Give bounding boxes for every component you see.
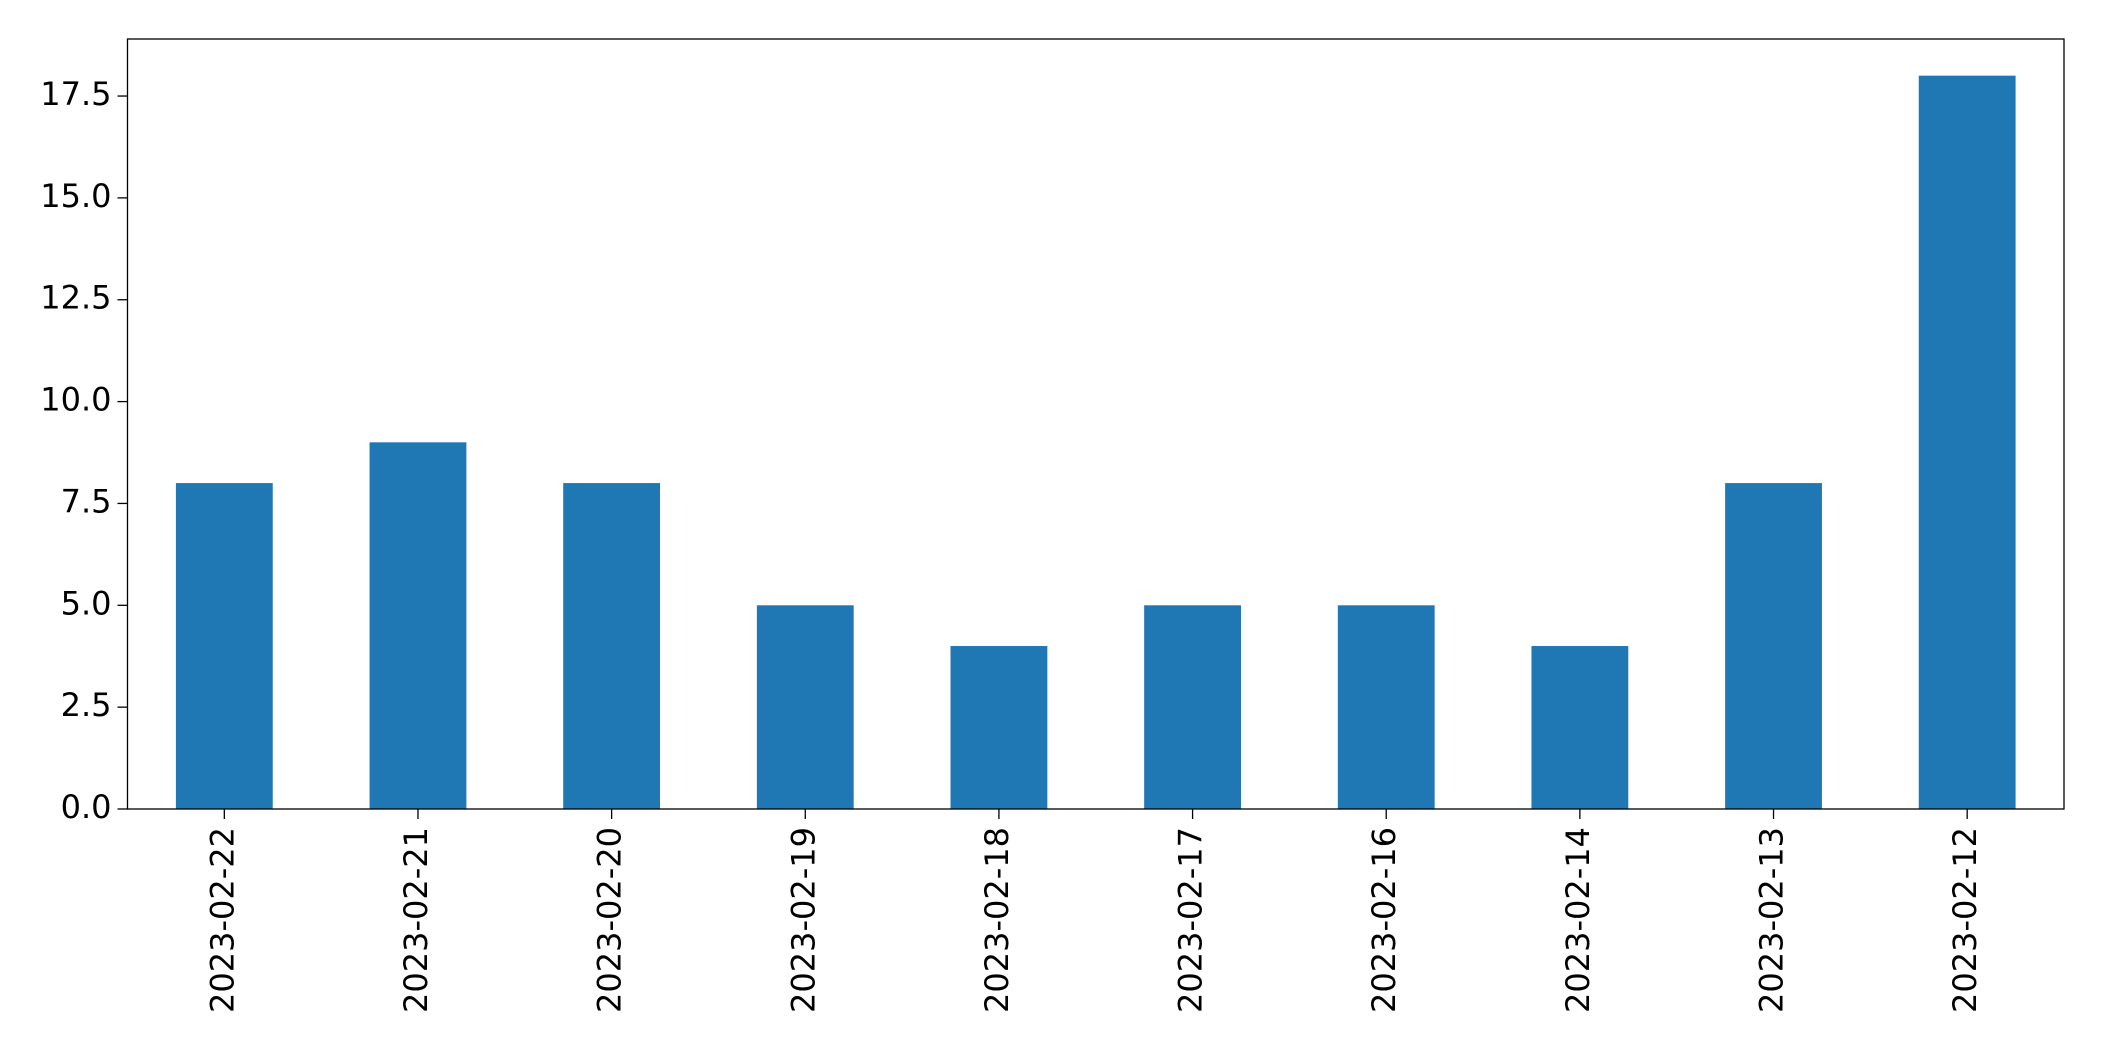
x-tick-label: 2023-02-16 <box>1365 827 1403 1013</box>
bar <box>369 442 467 809</box>
y-tick-label: 5.0 <box>61 584 112 622</box>
x-tick-label: 2023-02-17 <box>1172 827 1210 1013</box>
y-tick-label: 7.5 <box>61 482 112 520</box>
x-tick-label: 2023-02-22 <box>203 827 241 1013</box>
y-tick-label: 10.0 <box>40 381 111 419</box>
plot-frame <box>126 38 2065 810</box>
y-tick-label: 17.5 <box>40 75 111 113</box>
y-tick-label: 2.5 <box>61 686 112 724</box>
x-tick-label: 2023-02-12 <box>1946 827 1984 1013</box>
bar <box>1531 646 1629 809</box>
x-tick-label: 2023-02-18 <box>978 827 1016 1013</box>
y-tick-label: 12.5 <box>40 279 111 317</box>
bar <box>175 483 273 809</box>
x-tick-label: 2023-02-20 <box>591 827 629 1013</box>
bar <box>1918 75 2016 809</box>
bar <box>756 605 854 809</box>
bar <box>950 646 1048 809</box>
bar <box>1144 605 1241 809</box>
bar <box>1725 483 1822 809</box>
bar <box>563 483 661 809</box>
x-tick-label: 2023-02-13 <box>1753 827 1791 1013</box>
y-tick-label: 0.0 <box>61 788 112 826</box>
x-tick-label: 2023-02-14 <box>1559 827 1597 1013</box>
x-tick-label: 2023-02-19 <box>784 827 822 1013</box>
bar <box>1337 605 1435 809</box>
x-tick-label: 2023-02-21 <box>397 827 435 1013</box>
y-tick-label: 15.0 <box>40 177 111 215</box>
